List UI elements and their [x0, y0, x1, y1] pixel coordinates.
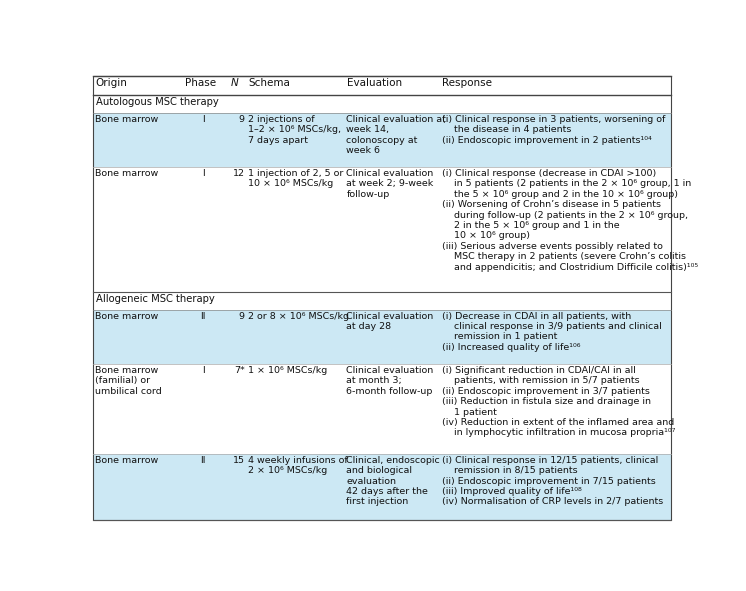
Text: 2 or 8 × 10⁶ MSCs/kg: 2 or 8 × 10⁶ MSCs/kg [248, 311, 349, 321]
Text: II: II [201, 456, 206, 465]
Text: 1 × 10⁶ MSCs/kg: 1 × 10⁶ MSCs/kg [248, 366, 327, 375]
Text: Clinical evaluation
at day 28: Clinical evaluation at day 28 [346, 311, 433, 331]
Text: Response: Response [442, 78, 492, 88]
Text: Origin: Origin [95, 78, 128, 88]
Bar [93, 167, 671, 293]
Text: Schema: Schema [248, 78, 291, 88]
Text: I: I [201, 366, 204, 375]
Text: Bone marrow
(familial) or
umbilical cord: Bone marrow (familial) or umbilical cord [95, 366, 162, 396]
Text: 9: 9 [239, 115, 245, 124]
Text: (i) Decrease in CDAI in all patients, with
    clinical response in 3/9 patients: (i) Decrease in CDAI in all patients, wi… [442, 311, 662, 352]
Text: 15: 15 [233, 456, 245, 465]
Text: (i) Clinical response in 3 patients, worsening of
    the disease in 4 patients
: (i) Clinical response in 3 patients, wor… [442, 115, 665, 145]
Bar [93, 113, 671, 167]
Text: (i) Clinical response in 12/15 patients, clinical
    remission in 8/15 patients: (i) Clinical response in 12/15 patients,… [442, 456, 663, 506]
Text: Bone marrow: Bone marrow [95, 311, 158, 321]
Bar [93, 454, 671, 520]
Text: Bone marrow: Bone marrow [95, 115, 158, 124]
Text: 7*: 7* [234, 366, 245, 375]
Text: Autologous MSC therapy: Autologous MSC therapy [95, 97, 219, 107]
Bar [93, 95, 671, 113]
Text: N: N [231, 78, 239, 88]
Text: Clinical, endoscopic
and biological
evaluation
42 days after the
first injection: Clinical, endoscopic and biological eval… [346, 456, 440, 506]
Text: I: I [201, 169, 204, 178]
Text: Bone marrow: Bone marrow [95, 169, 158, 178]
Text: 12: 12 [233, 169, 245, 178]
Text: Clinical evaluation at
week 14,
colonoscopy at
week 6: Clinical evaluation at week 14, colonosc… [346, 115, 446, 155]
Bar [93, 310, 671, 364]
Bar [93, 76, 671, 95]
Text: Allogeneic MSC therapy: Allogeneic MSC therapy [95, 294, 214, 304]
Text: I: I [201, 115, 204, 124]
Text: (i) Significant reduction in CDAI/CAI in all
    patients, with remission in 5/7: (i) Significant reduction in CDAI/CAI in… [442, 366, 675, 437]
Text: II: II [201, 311, 206, 321]
Bar [93, 364, 671, 454]
Text: Clinical evaluation
at week 2; 9-week
follow-up: Clinical evaluation at week 2; 9-week fo… [346, 169, 433, 199]
Text: 1 injection of 2, 5 or
10 × 10⁶ MSCs/kg: 1 injection of 2, 5 or 10 × 10⁶ MSCs/kg [248, 169, 344, 189]
Text: Bone marrow: Bone marrow [95, 456, 158, 465]
Text: Phase: Phase [185, 78, 216, 88]
Text: (i) Clinical response (decrease in CDAI >100)
    in 5 patients (2 patients in t: (i) Clinical response (decrease in CDAI … [442, 169, 698, 272]
Text: 9: 9 [239, 311, 245, 321]
Text: 2 injections of
1–2 × 10⁶ MSCs/kg,
7 days apart: 2 injections of 1–2 × 10⁶ MSCs/kg, 7 day… [248, 115, 341, 145]
Bar [93, 293, 671, 310]
Text: Evaluation: Evaluation [347, 78, 402, 88]
Text: Clinical evaluation
at month 3;
6-month follow-up: Clinical evaluation at month 3; 6-month … [346, 366, 433, 396]
Text: 4 weekly infusions of
2 × 10⁶ MSCs/kg: 4 weekly infusions of 2 × 10⁶ MSCs/kg [248, 456, 348, 475]
